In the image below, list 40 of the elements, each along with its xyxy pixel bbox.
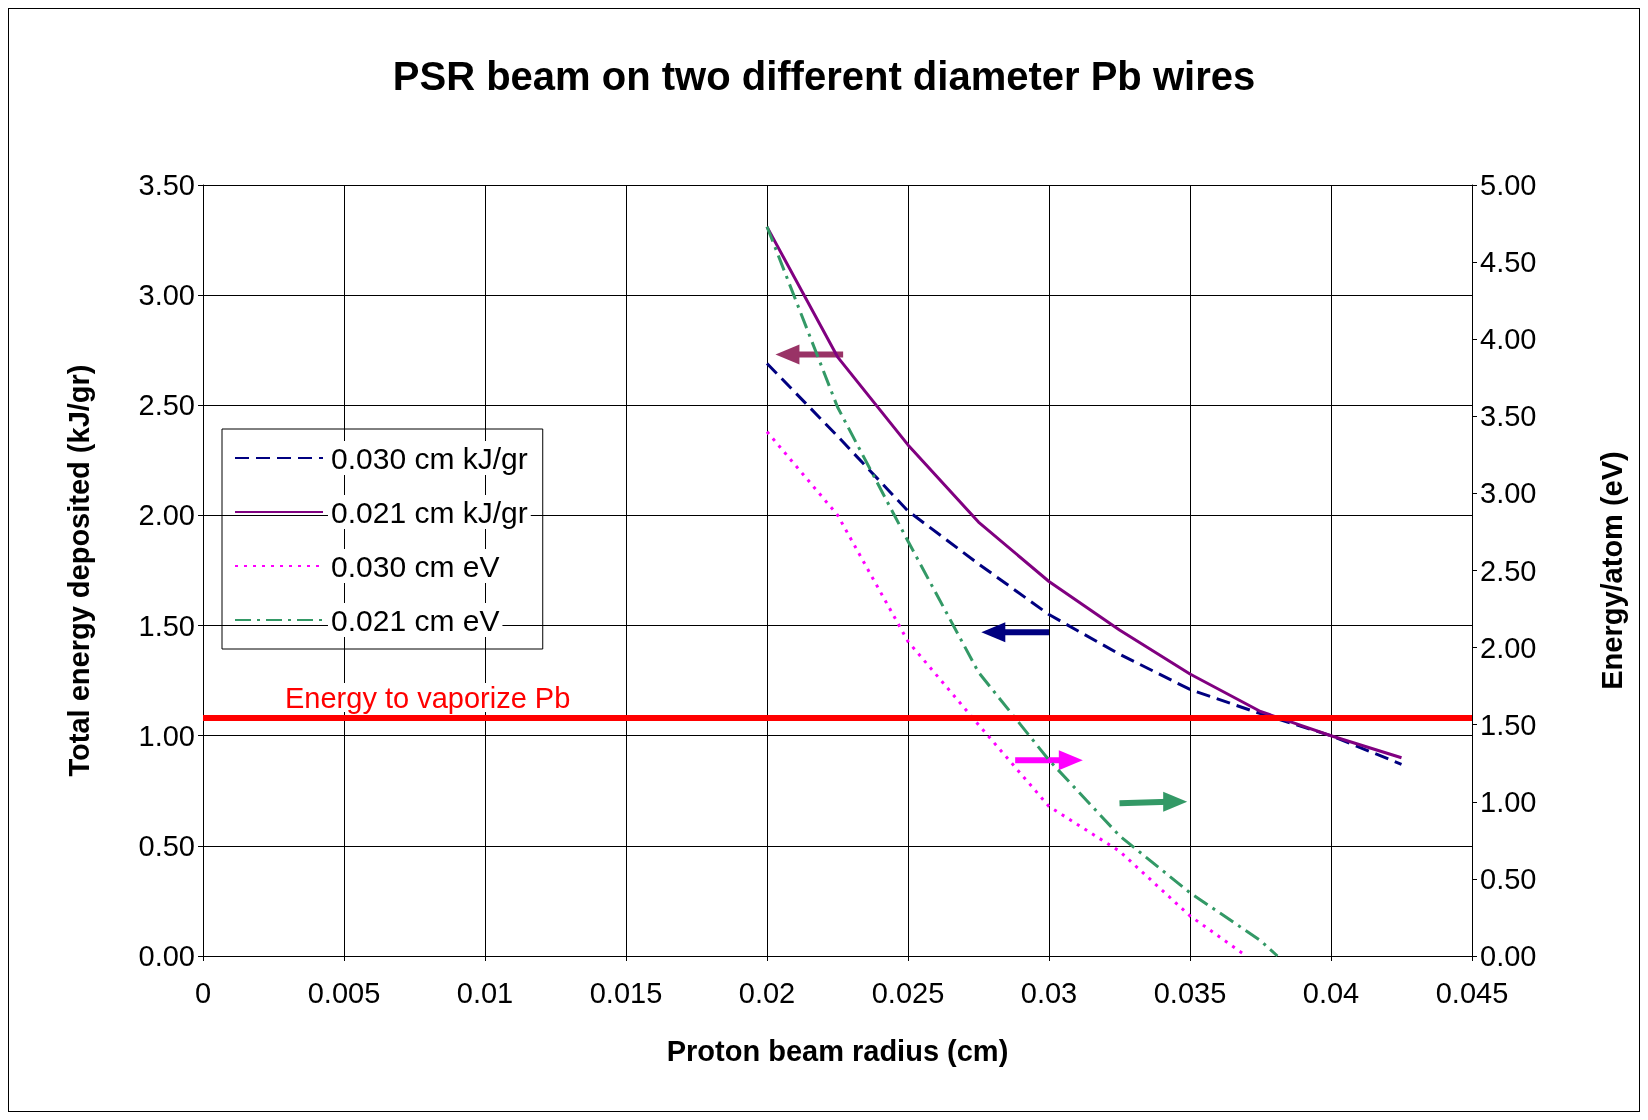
x-tick-label: 0.025: [871, 976, 945, 1009]
y2-tick-label: 0.00: [1480, 940, 1537, 972]
legend-label: 0.021 cm kJ/gr: [331, 495, 528, 529]
ref-line-label: Energy to vaporize Pb: [285, 681, 571, 714]
y-tick-label: 1.00: [138, 719, 195, 752]
y-tick-label: 2.50: [138, 389, 195, 422]
y2-tick-label: 2.50: [1480, 554, 1537, 587]
y-tick-label: 0.00: [138, 940, 195, 972]
y2-tick-label: 4.50: [1480, 246, 1537, 279]
legend-label: 0.030 cm kJ/gr: [331, 441, 528, 475]
x-tick-label: 0: [194, 976, 212, 1009]
y2-tick-label: 4.00: [1480, 323, 1537, 356]
legend-label: 0.021 cm eV: [331, 603, 500, 637]
y-tick-label: 1.50: [138, 609, 195, 642]
x-axis-title: Proton beam radius (cm): [666, 1034, 1009, 1067]
y2-tick-label: 5.00: [1480, 169, 1537, 201]
y2-tick-label: 3.50: [1480, 400, 1537, 433]
y2-tick-label: 1.00: [1480, 785, 1537, 818]
y2-axis-title: Energy/atom (eV): [1595, 451, 1628, 690]
y2-tick-label: 1.50: [1480, 708, 1537, 741]
y2-tick-label: 0.50: [1480, 862, 1537, 895]
x-tick-label: 0.015: [589, 976, 663, 1009]
y2-tick-label: 3.00: [1480, 477, 1537, 510]
y-axis-title: Total energy deposited (kJ/gr): [62, 364, 95, 777]
x-tick-label: 0.02: [738, 976, 796, 1009]
x-tick-label: 0.005: [307, 976, 381, 1009]
x-tick-label: 0.045: [1435, 976, 1509, 1009]
y2-tick-label: 2.00: [1480, 631, 1537, 664]
x-tick-label: 0.035: [1153, 976, 1227, 1009]
y-tick-label: 3.50: [138, 169, 195, 201]
chart-title: PSR beam on two different diameter Pb wires: [392, 54, 1256, 98]
line-series: [765, 361, 1403, 766]
x-tick-label: 0.01: [456, 976, 514, 1009]
legend-label: 0.030 cm eV: [331, 549, 500, 583]
line-series: [765, 225, 1279, 958]
y-tick-label: 3.00: [138, 279, 195, 312]
x-tick-label: 0.04: [1302, 976, 1360, 1009]
y-tick-label: 0.50: [138, 829, 195, 862]
y-tick-label: 2.00: [138, 499, 195, 532]
x-tick-label: 0.03: [1020, 976, 1078, 1009]
